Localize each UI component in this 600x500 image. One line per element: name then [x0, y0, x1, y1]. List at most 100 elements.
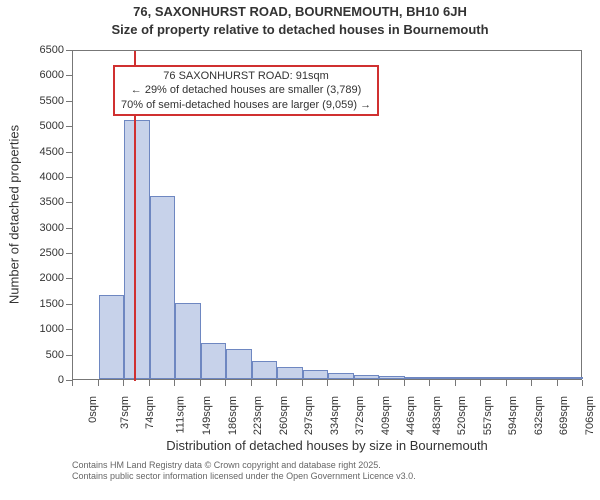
x-tick-label: 334sqm	[329, 396, 341, 435]
x-tick-mark	[582, 380, 583, 386]
histogram-bar	[558, 377, 584, 379]
y-tick-label: 0	[22, 374, 64, 386]
x-tick-label: 483sqm	[431, 396, 443, 435]
x-tick-mark	[378, 380, 379, 386]
x-tick-mark	[480, 380, 481, 386]
x-tick-mark	[123, 380, 124, 386]
x-tick-label: 260sqm	[278, 396, 290, 435]
x-tick-mark	[174, 380, 175, 386]
x-tick-label: 149sqm	[201, 396, 213, 435]
x-tick-mark	[327, 380, 328, 386]
histogram-bar	[99, 295, 125, 379]
x-tick-mark	[404, 380, 405, 386]
annotation-line2: ← 29% of detached houses are smaller (3,…	[121, 83, 371, 97]
histogram-bar	[303, 370, 329, 379]
x-tick-mark	[98, 380, 99, 386]
y-tick-label: 4500	[22, 146, 64, 158]
histogram-bar	[277, 367, 303, 379]
x-tick-mark	[225, 380, 226, 386]
x-tick-label: 632sqm	[533, 396, 545, 435]
x-tick-mark	[531, 380, 532, 386]
plot-area: 76 SAXONHURST ROAD: 91sqm← 29% of detach…	[72, 50, 582, 380]
histogram-bar	[354, 375, 380, 379]
x-tick-label: 223sqm	[252, 396, 264, 435]
y-tick-mark	[66, 278, 72, 279]
annotation-callout: 76 SAXONHURST ROAD: 91sqm← 29% of detach…	[113, 65, 379, 116]
x-tick-label: 297sqm	[303, 396, 315, 435]
x-tick-mark	[353, 380, 354, 386]
x-tick-mark	[302, 380, 303, 386]
histogram-bar	[150, 196, 176, 379]
y-axis-label: Number of detached properties	[7, 115, 22, 315]
chart-title-line1: 76, SAXONHURST ROAD, BOURNEMOUTH, BH10 6…	[0, 4, 600, 19]
y-tick-mark	[66, 126, 72, 127]
histogram-bar	[328, 373, 354, 379]
x-tick-mark	[251, 380, 252, 386]
y-tick-label: 1000	[22, 323, 64, 335]
histogram-bar	[124, 120, 150, 379]
histogram-bar	[175, 303, 201, 379]
y-tick-label: 6500	[22, 44, 64, 56]
y-tick-mark	[66, 101, 72, 102]
y-tick-label: 2000	[22, 272, 64, 284]
y-tick-label: 500	[22, 349, 64, 361]
x-axis-label: Distribution of detached houses by size …	[72, 438, 582, 453]
y-tick-mark	[66, 202, 72, 203]
y-tick-mark	[66, 304, 72, 305]
y-tick-mark	[66, 253, 72, 254]
x-tick-label: 111sqm	[174, 396, 186, 434]
annotation-line3: 70% of semi-detached houses are larger (…	[121, 98, 371, 112]
y-tick-label: 4000	[22, 171, 64, 183]
x-tick-label: 594sqm	[507, 396, 519, 435]
y-tick-label: 1500	[22, 298, 64, 310]
y-tick-mark	[66, 177, 72, 178]
x-tick-mark	[429, 380, 430, 386]
histogram-bar	[405, 377, 431, 379]
y-tick-label: 5500	[22, 95, 64, 107]
footer-attribution: Contains HM Land Registry data © Crown c…	[72, 460, 582, 482]
x-tick-label: 372sqm	[354, 396, 366, 435]
histogram-bar	[456, 377, 482, 379]
x-tick-label: 186sqm	[227, 396, 239, 435]
y-tick-label: 2500	[22, 247, 64, 259]
y-tick-mark	[66, 50, 72, 51]
histogram-bar	[532, 377, 558, 379]
y-tick-mark	[66, 329, 72, 330]
x-tick-label: 520sqm	[456, 396, 468, 435]
y-tick-mark	[66, 228, 72, 229]
y-tick-mark	[66, 152, 72, 153]
y-tick-label: 5000	[22, 120, 64, 132]
histogram-bar	[226, 349, 252, 379]
chart-container: 76, SAXONHURST ROAD, BOURNEMOUTH, BH10 6…	[0, 0, 600, 500]
footer-line1: Contains HM Land Registry data © Crown c…	[72, 460, 582, 471]
y-tick-label: 6000	[22, 69, 64, 81]
x-tick-mark	[455, 380, 456, 386]
y-tick-label: 3500	[22, 196, 64, 208]
x-tick-label: 74sqm	[144, 396, 156, 429]
histogram-bar	[481, 377, 507, 379]
x-tick-mark	[276, 380, 277, 386]
x-tick-label: 0sqm	[87, 396, 99, 423]
x-tick-mark	[506, 380, 507, 386]
footer-line2: Contains public sector information licen…	[72, 471, 582, 482]
annotation-line1: 76 SAXONHURST ROAD: 91sqm	[121, 69, 371, 83]
x-tick-mark	[557, 380, 558, 386]
histogram-bar	[430, 377, 456, 379]
histogram-bar	[507, 377, 533, 379]
x-tick-mark	[149, 380, 150, 386]
chart-title-line2: Size of property relative to detached ho…	[0, 22, 600, 37]
histogram-bar	[201, 343, 227, 379]
x-tick-label: 409sqm	[380, 396, 392, 435]
y-tick-mark	[66, 75, 72, 76]
x-tick-mark	[200, 380, 201, 386]
x-tick-label: 669sqm	[558, 396, 570, 435]
x-tick-label: 446sqm	[405, 396, 417, 435]
y-tick-label: 3000	[22, 222, 64, 234]
x-tick-label: 557sqm	[482, 396, 494, 435]
x-tick-label: 37sqm	[119, 396, 131, 429]
y-tick-mark	[66, 355, 72, 356]
x-tick-mark	[72, 380, 73, 386]
histogram-bar	[379, 376, 405, 379]
histogram-bar	[252, 361, 278, 379]
x-tick-label: 706sqm	[584, 396, 596, 435]
